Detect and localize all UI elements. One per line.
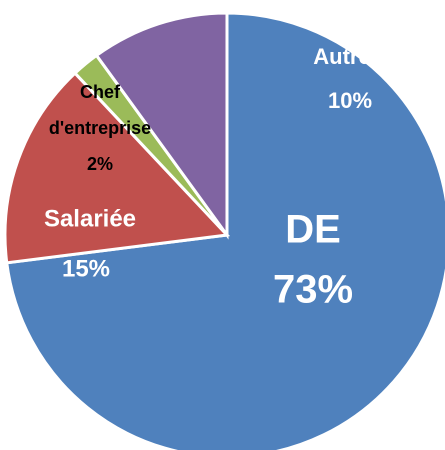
pie-slice (3, 71, 231, 265)
value-label: 2% (87, 154, 113, 174)
pie-slice (5, 11, 445, 450)
value-label: 73% (273, 268, 353, 312)
value-label: 15% (62, 255, 110, 282)
value-label: 10% (328, 88, 372, 113)
slice-label: d'entreprise (49, 118, 151, 138)
slice-label: DE (285, 208, 341, 252)
pie-slice (94, 11, 229, 240)
slice-label: Salariée (44, 205, 136, 232)
slice-label: Chef (80, 82, 121, 102)
slice-label: Autre (313, 44, 370, 69)
